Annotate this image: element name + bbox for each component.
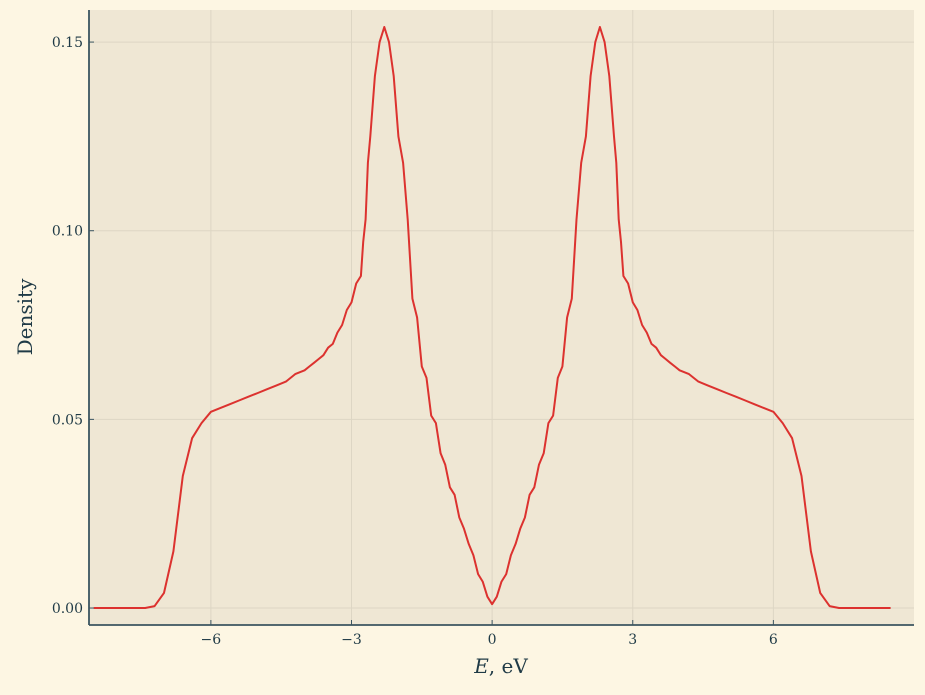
y-tick-label: 0.10 xyxy=(52,224,83,240)
grid xyxy=(89,10,914,625)
y-ticks: 0.00 0.05 0.10 0.15 xyxy=(52,35,94,617)
x-tick-label: 0 xyxy=(488,632,497,648)
density-curve xyxy=(93,26,891,609)
y-tick-label: 0.05 xyxy=(52,412,83,428)
x-tick-label: −3 xyxy=(341,632,362,648)
x-axis-label-variable: E xyxy=(473,654,489,678)
x-tick-label: −6 xyxy=(201,632,222,648)
x-tick-label: 6 xyxy=(769,632,778,648)
y-tick-label: 0.00 xyxy=(52,601,83,617)
x-axis-label: E, eV xyxy=(473,654,528,678)
x-tick-label: 3 xyxy=(628,632,637,648)
y-tick-label: 0.15 xyxy=(52,35,83,51)
x-ticks: −6 −3 0 3 6 xyxy=(201,620,778,648)
y-axis-label: Density xyxy=(13,278,37,355)
x-axis-label-unit: , eV xyxy=(489,654,529,678)
plot-area xyxy=(89,10,914,625)
